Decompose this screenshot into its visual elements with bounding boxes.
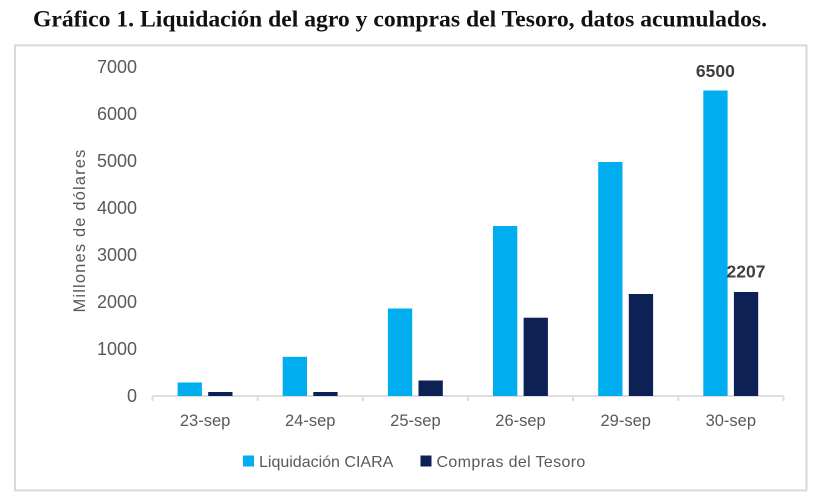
svg-text:30-sep: 30-sep [706,412,756,430]
svg-text:23-sep: 23-sep [180,412,230,430]
svg-text:Millones de dólares: Millones de dólares [71,148,89,312]
svg-text:26-sep: 26-sep [495,412,545,430]
svg-text:Gráfico 1. Liquidación del agr: Gráfico 1. Liquidación del agro y compra… [33,7,767,33]
svg-text:6500: 6500 [696,61,735,81]
svg-text:2000: 2000 [97,292,137,312]
svg-text:0: 0 [127,386,137,406]
svg-text:Compras del Tesoro: Compras del Tesoro [437,454,586,471]
svg-text:Liquidación CIARA: Liquidación CIARA [259,454,394,471]
svg-text:25-sep: 25-sep [390,412,440,430]
svg-text:5000: 5000 [97,151,137,171]
svg-text:4000: 4000 [97,198,137,218]
svg-text:24-sep: 24-sep [285,412,335,430]
svg-text:2207: 2207 [727,262,766,282]
svg-text:29-sep: 29-sep [600,412,650,430]
svg-text:6000: 6000 [97,104,137,124]
svg-text:3000: 3000 [97,245,137,265]
svg-text:1000: 1000 [97,339,137,359]
svg-text:7000: 7000 [97,57,137,77]
